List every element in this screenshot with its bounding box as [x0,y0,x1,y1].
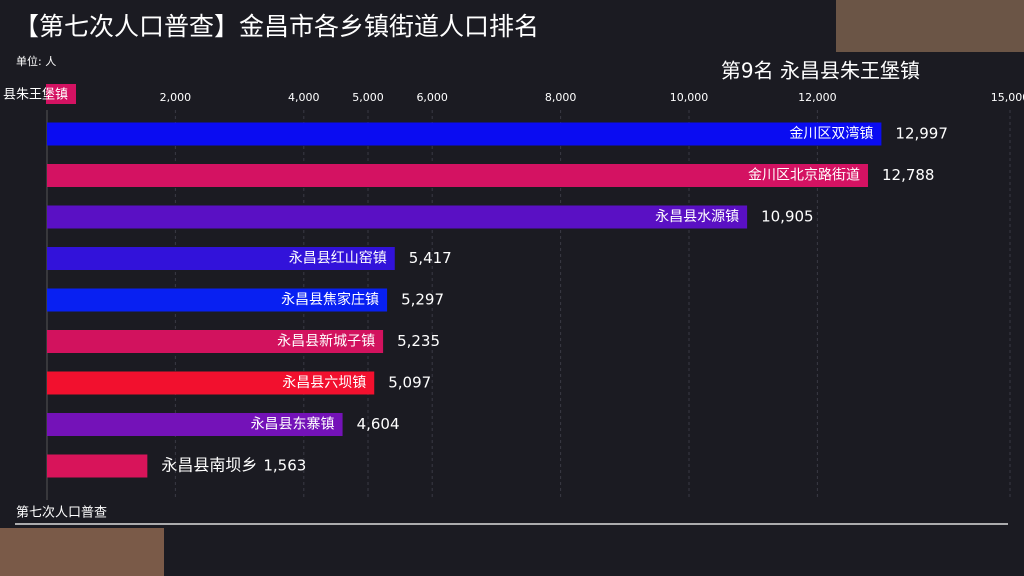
x-tick-label: 10,000 [670,91,709,104]
value-label: 12,997 [895,125,948,143]
x-tick-label: 15,000 [991,91,1024,104]
bar-label: 永昌县六坝镇 [282,375,366,391]
bar [47,288,388,312]
bar-label: 永昌县新城子镇 [277,334,375,350]
unit-label: 单位: 人 [16,54,56,68]
value-label: 5,097 [388,374,431,392]
x-tick-label: 5,000 [352,91,384,104]
bar [47,371,375,395]
bar-label: 永昌县红山窑镇 [289,250,387,267]
footer: 第七次人口普查 [16,505,107,521]
bar-label: 金川区双湾镇 [789,125,873,142]
bar-label: 永昌县东寨镇 [251,416,335,433]
value-label: 5,235 [397,332,440,350]
video-overlay [836,0,1024,52]
annotation: 第9名 永昌县朱王堡镇 [721,59,920,83]
chart-title: 【第七次人口普查】金昌市各乡镇街道人口排名 [14,12,539,41]
x-tick-label: 12,000 [798,91,837,104]
bar [47,205,748,229]
x-tick-label: 8,000 [545,91,577,104]
x-tick-label: 6,000 [416,91,448,104]
bar [47,413,343,436]
value-label: 5,417 [409,249,452,267]
value-label: 5,297 [401,291,444,309]
bar-label: 永昌县南坝乡 [161,456,257,475]
bar [47,454,148,478]
bar-label: 金川区北京路街道 [748,168,860,184]
entering-bar [46,84,76,104]
bar [47,247,395,270]
entering-label: 县朱王堡镇 [3,87,68,103]
value-label: 10,905 [761,208,814,226]
value-label: 1,563 [263,457,306,475]
bar [47,330,384,353]
value-label: 4,604 [357,415,400,433]
value-label: 12,788 [882,166,935,184]
video-overlay [0,528,164,576]
bar [47,122,882,146]
x-tick-label: 4,000 [288,91,320,104]
bar-label: 永昌县水源镇 [655,209,739,225]
bar [47,164,868,187]
x-tick-label: 2,000 [160,91,192,104]
bar-label: 永昌县焦家庄镇 [281,291,379,308]
